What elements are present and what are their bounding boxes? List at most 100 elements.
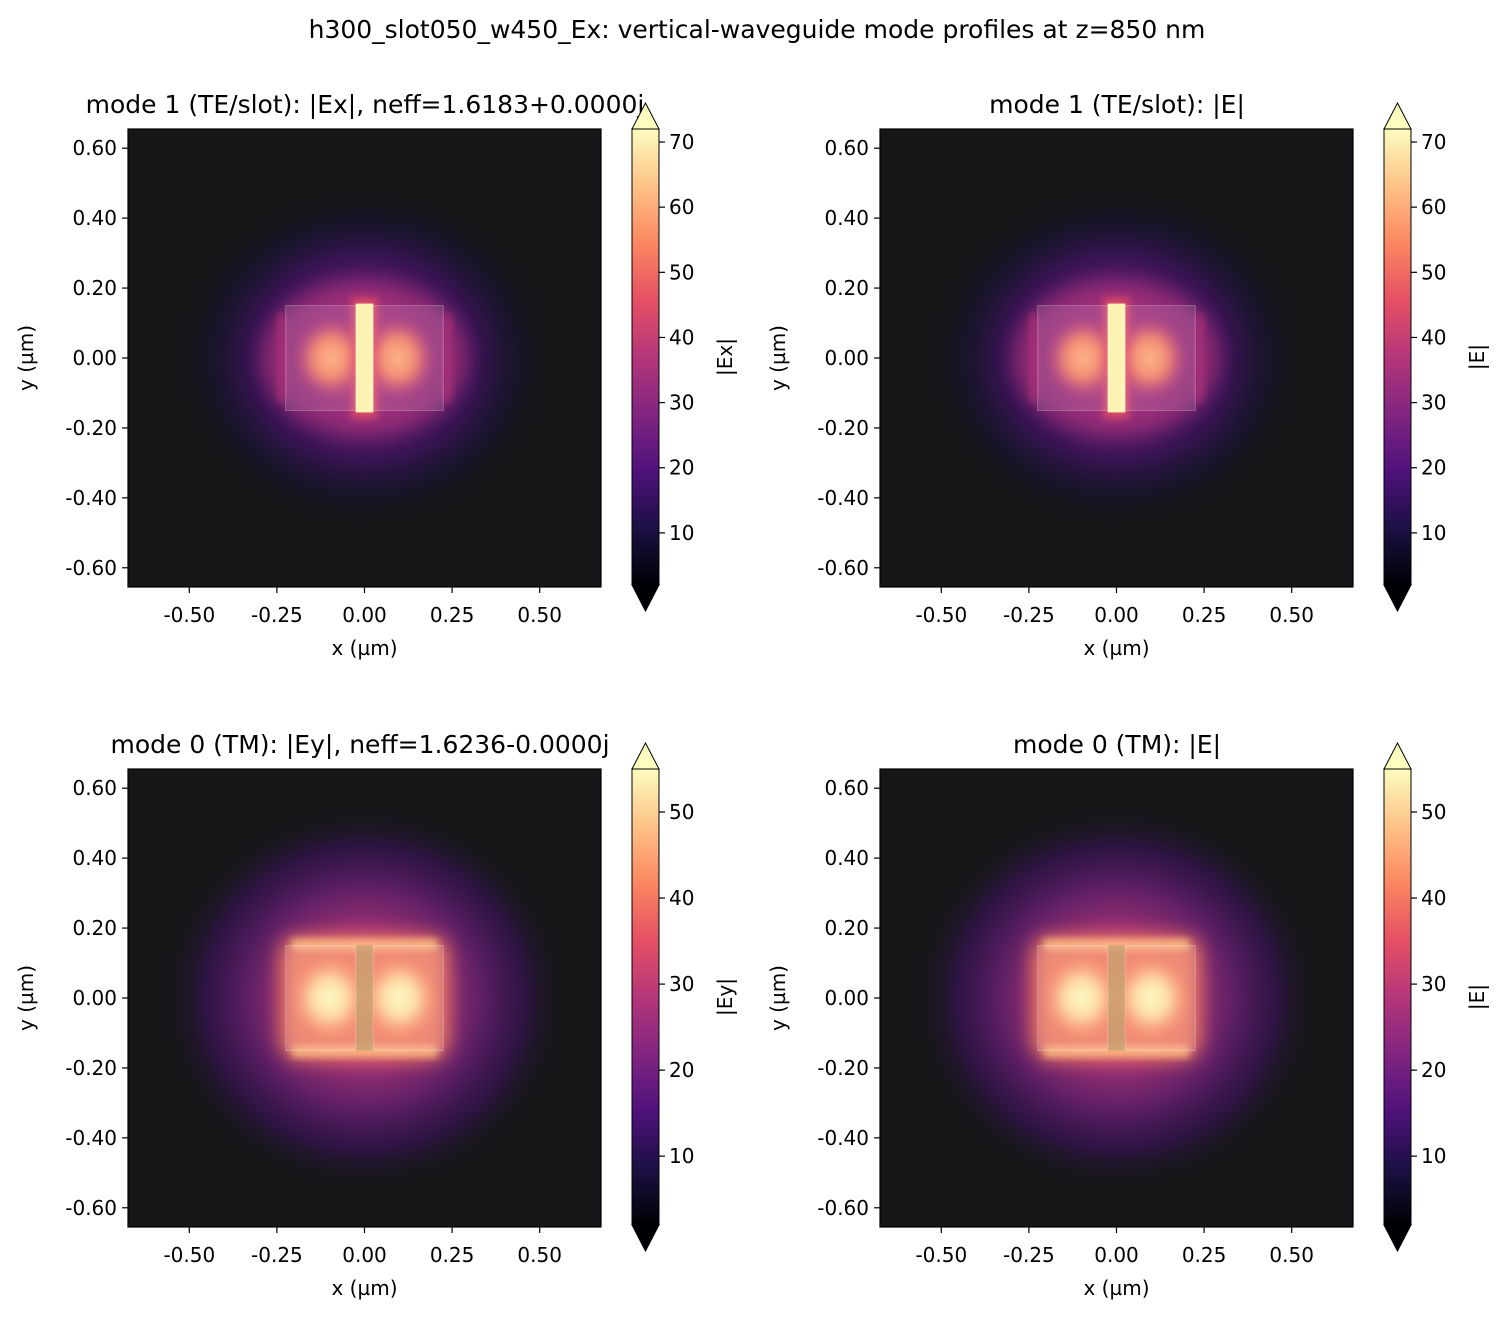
panel-2: mode 1 (TE/slot): |E| -0.50 -0.25 0.00 0.25 0…: [766, 90, 1489, 660]
y-tick-label: -0.40: [817, 486, 869, 510]
y-tick-label: 0.60: [824, 136, 869, 160]
colorbar-tick-label: 30: [669, 391, 694, 415]
x-tick-label: 0.50: [517, 1243, 562, 1267]
colorbar-tick-label: 40: [669, 886, 694, 910]
colorbar: 70 60 50 40 30 20 10 |Ex|: [631, 101, 737, 613]
field-lobe: [295, 319, 367, 397]
x-tick-label: 0.00: [1094, 603, 1139, 627]
colorbar-tick-label: 10: [669, 1144, 694, 1168]
field-lobe: [289, 954, 370, 1042]
x-axis-label: x (µm): [331, 636, 397, 660]
colorbar-tick-label: 40: [1421, 886, 1446, 910]
y-tick-label: 0.20: [824, 276, 869, 300]
colorbar-tick-label: 50: [1421, 800, 1446, 824]
y-tick-label: 0.60: [72, 776, 117, 800]
colorbar-tick-label: 10: [669, 521, 694, 545]
y-axis-label: y (µm): [14, 965, 38, 1031]
colorbar-label: |E|: [1465, 984, 1489, 1010]
colorbar-tick-label: 20: [1421, 1058, 1446, 1082]
panel-1: mode 1 (TE/slot): |Ex|, neff=1.6183+0.00…: [14, 90, 737, 660]
x-tick-label: 0.00: [342, 1243, 387, 1267]
colorbar-extend-max: [1383, 741, 1412, 770]
heatmap-field: [161, 805, 568, 1191]
slot-field: [355, 945, 374, 1051]
colorbar-extend-min: [631, 584, 660, 613]
slot-field: [1107, 303, 1126, 413]
y-tick-label: -0.60: [817, 556, 869, 580]
slot-field: [355, 303, 374, 413]
colorbar-tick-label: 60: [669, 195, 694, 219]
colorbar-tick-label: 70: [669, 130, 694, 154]
x-tick-label: 0.00: [342, 603, 387, 627]
y-axis-label: y (µm): [766, 965, 790, 1031]
y-tick-label: 0.40: [824, 846, 869, 870]
x-axis-label: x (µm): [331, 1276, 397, 1300]
colorbar-label: |E|: [1465, 344, 1489, 370]
x-tick-label: -0.25: [251, 1243, 303, 1267]
y-tick-label: 0.00: [824, 986, 869, 1010]
colorbar-frame: [631, 128, 660, 586]
field-lobe: [1041, 954, 1122, 1042]
colorbar-tick-label: 20: [1421, 456, 1446, 480]
waveguide-rail-2: [372, 305, 444, 411]
colorbar-tick-label: 20: [669, 456, 694, 480]
field-lobe: [1111, 954, 1192, 1042]
colorbar-frame: [631, 768, 660, 1226]
panel-3: mode 0 (TM): |Ey|, neff=1.6236-0.0000j -0…: [14, 730, 737, 1300]
x-tick-label: 0.50: [517, 603, 562, 627]
y-tick-label: 0.00: [72, 346, 117, 370]
y-tick-label: 0.60: [824, 776, 869, 800]
colorbar-label: |Ex|: [713, 338, 737, 376]
x-tick-label: 0.50: [1269, 1243, 1314, 1267]
colorbar-gradient: [1384, 769, 1411, 1225]
colorbar: 50 40 30 20 10 |Ey|: [631, 741, 737, 1253]
x-tick-label: 0.25: [430, 1243, 475, 1267]
waveguide-rail-2: [372, 945, 444, 1051]
waveguide-rail-1: [1037, 945, 1109, 1051]
y-tick-label: -0.40: [65, 486, 117, 510]
colorbar-gradient: [632, 769, 659, 1225]
field-lobe: [362, 319, 434, 397]
colorbar-tick-label: 10: [1421, 1144, 1446, 1168]
x-tick-label: 0.00: [1094, 1243, 1139, 1267]
y-tick-label: 0.40: [72, 206, 117, 230]
y-tick-label: 0.20: [824, 916, 869, 940]
y-tick-label: -0.40: [817, 1126, 869, 1150]
y-tick-label: -0.20: [65, 416, 117, 440]
x-tick-label: -0.25: [1003, 603, 1055, 627]
waveguide-rail-2: [1124, 305, 1196, 411]
field-lobe: [1114, 319, 1186, 397]
colorbar-frame: [1383, 768, 1412, 1226]
x-tick-label: 0.50: [1269, 603, 1314, 627]
field-lobe: [359, 954, 440, 1042]
y-tick-label: -0.20: [817, 1056, 869, 1080]
y-tick-label: -0.40: [65, 1126, 117, 1150]
figure-title: h300_slot050_w450_Ex: vertical-waveguide…: [309, 15, 1206, 44]
colorbar-tick-label: 70: [1421, 130, 1446, 154]
panel-title: mode 0 (TM): |E|: [1013, 730, 1221, 759]
field-lobe: [1047, 319, 1119, 397]
colorbar-tick-label: 50: [669, 800, 694, 824]
colorbar: 50 40 30 20 10 |E|: [1383, 741, 1489, 1253]
colorbar-frame: [1383, 128, 1412, 586]
colorbar-extend-min: [1383, 584, 1412, 613]
waveguide-rail-1: [285, 945, 357, 1051]
colorbar-gradient: [1384, 129, 1411, 585]
colorbar-tick-label: 50: [1421, 260, 1446, 284]
waveguide-rail-1: [1037, 305, 1109, 411]
y-tick-label: 0.60: [72, 136, 117, 160]
colorbar-tick-label: 30: [1421, 391, 1446, 415]
colorbar-gradient: [632, 129, 659, 585]
colorbar-tick-label: 50: [669, 260, 694, 284]
x-axis-label: x (µm): [1083, 636, 1149, 660]
colorbar-tick-label: 30: [1421, 972, 1446, 996]
y-tick-label: 0.40: [72, 846, 117, 870]
y-axis-label: y (µm): [766, 325, 790, 391]
colorbar-extend-min: [631, 1224, 660, 1253]
y-tick-label: 0.00: [72, 986, 117, 1010]
heatmap-field: [175, 188, 554, 528]
colorbar-tick-label: 40: [1421, 325, 1446, 349]
x-tick-label: -0.50: [915, 1243, 967, 1267]
y-tick-label: -0.60: [817, 1196, 869, 1220]
